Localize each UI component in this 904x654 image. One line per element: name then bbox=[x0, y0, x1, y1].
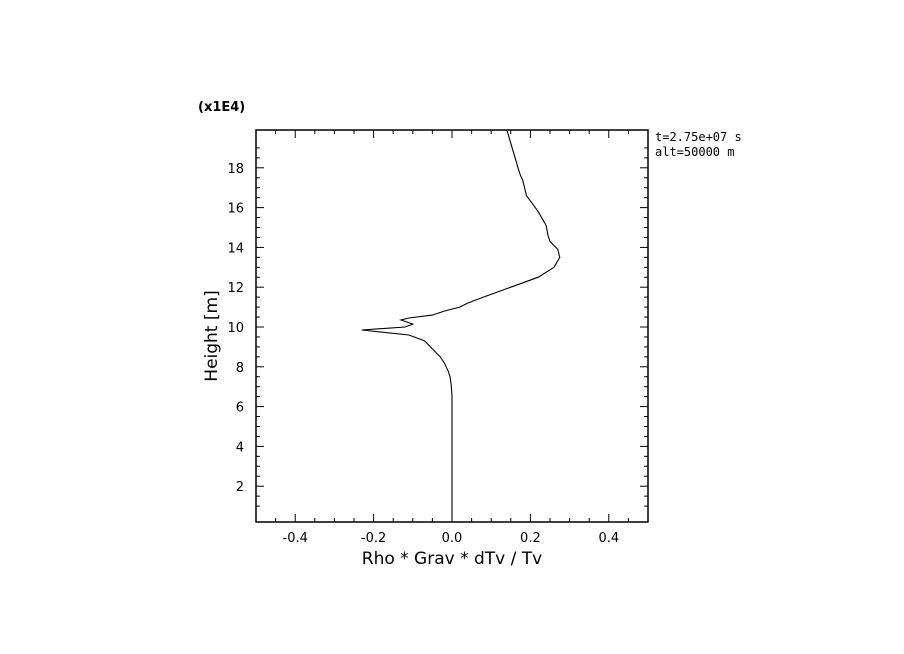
altitude-annotation: alt=50000 m bbox=[655, 145, 735, 159]
x-tick-label: 0.0 bbox=[442, 531, 463, 546]
time-annotation: t=2.75e+07 s bbox=[655, 130, 742, 144]
y-tick-label: 8 bbox=[236, 361, 244, 376]
y-axis: 2 4 6 8 10 12 14 16 18 bbox=[227, 147, 648, 507]
y-scale-note: (x1E4) bbox=[198, 100, 246, 115]
x-axis: -0.4 -0.2 0.0 0.2 0.4 bbox=[255, 130, 649, 546]
series-line bbox=[361, 129, 561, 520]
y-tick-label: 14 bbox=[227, 241, 244, 256]
x-tick-label: 0.4 bbox=[598, 531, 619, 546]
y-tick-label: 6 bbox=[236, 401, 244, 416]
y-tick-label: 10 bbox=[227, 321, 244, 336]
y-axis-label: Height [m] bbox=[202, 290, 222, 382]
y-tick-label: 4 bbox=[236, 440, 244, 455]
x-axis-label: Rho * Grav * dTv / Tv bbox=[361, 549, 543, 569]
y-tick-label: 16 bbox=[227, 202, 244, 217]
y-tick-label: 2 bbox=[236, 480, 244, 495]
y-tick-label: 12 bbox=[227, 281, 244, 296]
x-tick-label: -0.4 bbox=[283, 531, 308, 546]
y-tick-label: 18 bbox=[227, 162, 244, 177]
x-tick-label: -0.2 bbox=[361, 531, 386, 546]
x-tick-label: 0.2 bbox=[520, 531, 541, 546]
